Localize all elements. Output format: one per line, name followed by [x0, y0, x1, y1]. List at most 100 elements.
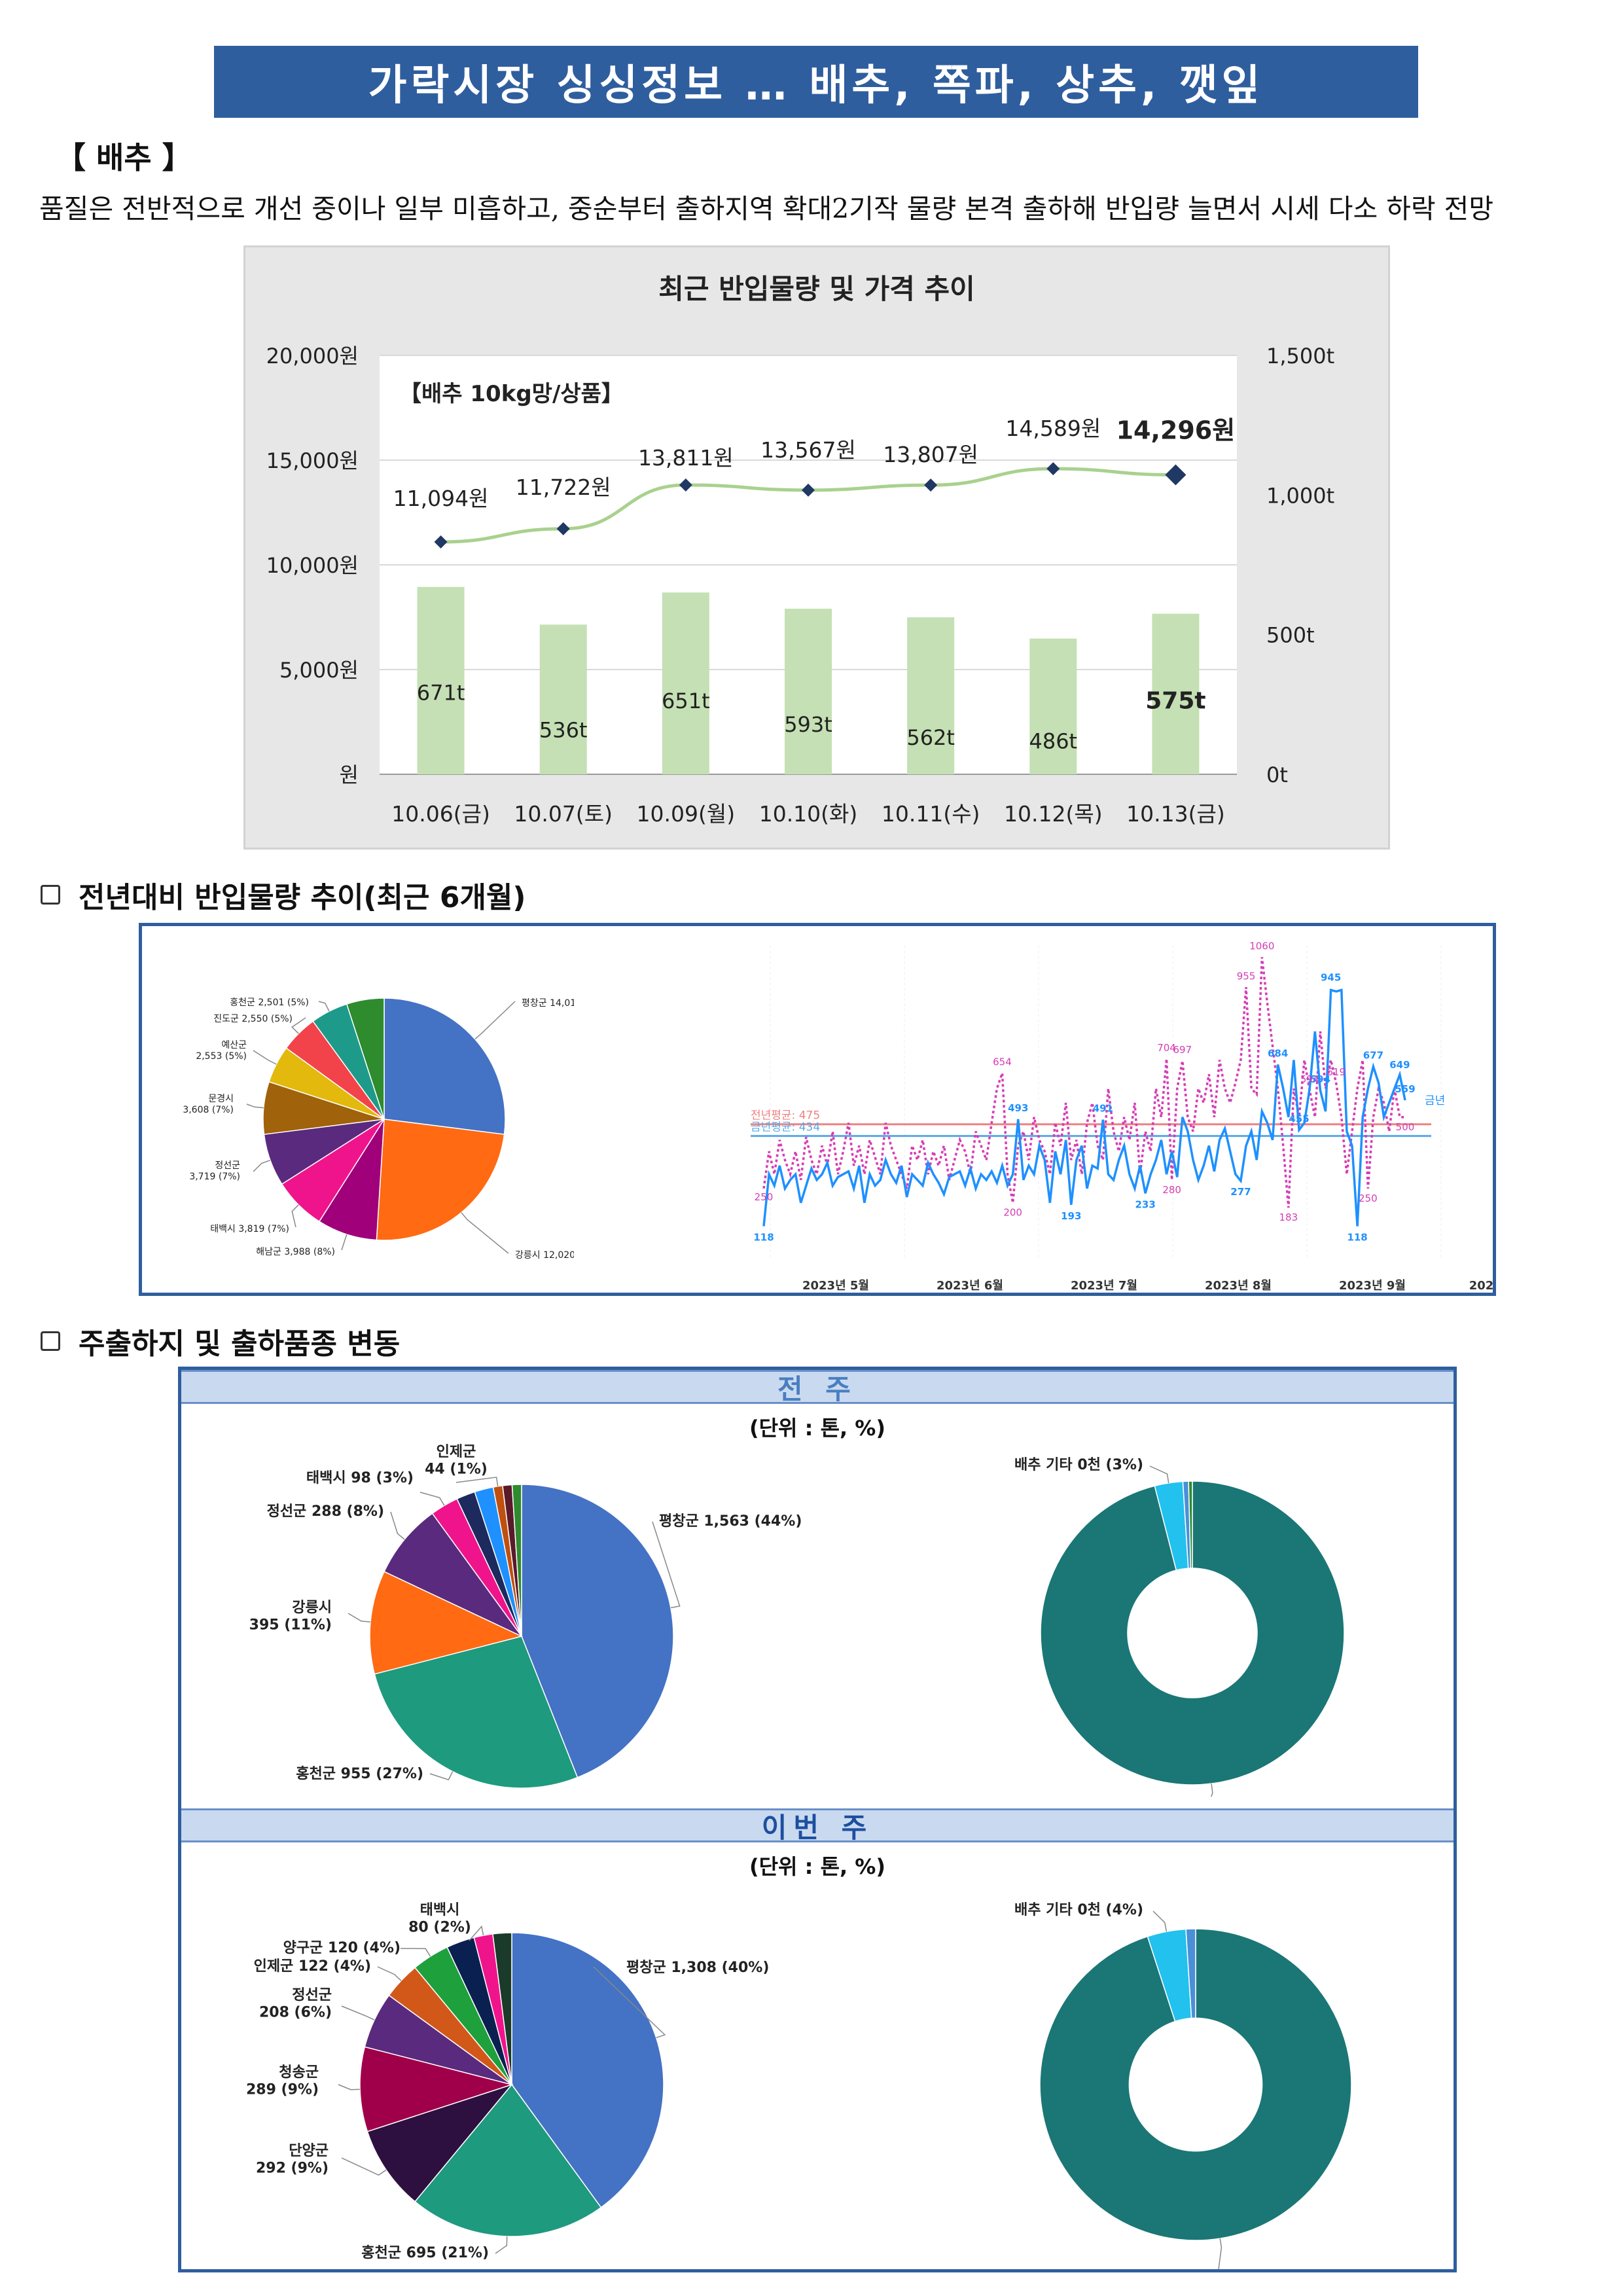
x-tick-label: 2023년 5월 [802, 1279, 869, 1293]
volume-axis-tick: 500t [1266, 623, 1315, 648]
pie-label: 예산군 2,553 (5%) [196, 1040, 247, 1062]
pie-label: 강릉시 12,020 (24%) [515, 1250, 574, 1261]
x-tick-label: 10.07(토) [514, 801, 613, 827]
yoy-volume-line-chart: 2023년 5월 2023년 6월 2023년 7월 2023년 8월 2023년 9월… [751, 940, 1493, 1293]
volume-label: 651t [662, 689, 710, 713]
volume-label: 486t [1029, 729, 1077, 754]
data-label: 277 [1230, 1186, 1251, 1198]
donut-hole [1127, 1568, 1258, 1698]
reference-label: 금년평균: 434 [751, 1121, 820, 1134]
data-label: 704 [1157, 1042, 1176, 1054]
leader-line [461, 1212, 509, 1254]
price-axis-tick: 10,000원 [266, 553, 359, 578]
pie-slice [492, 1932, 512, 2085]
page-title: 가락시장 싱싱정보 … 배추, 쪽파, 상추, 깻잎 [368, 62, 1264, 110]
leader-line [1152, 1910, 1168, 1932]
checkbox-icon[interactable] [41, 885, 60, 905]
price-label: 11,094원 [393, 486, 489, 511]
x-tick-label: 2023년 7월 [1071, 1279, 1137, 1293]
pie-slice [374, 1636, 579, 1789]
origins-heading: 주출하지 및 출하품종 변동 [79, 1327, 401, 1361]
pie-label: 홍천군 955 (27%) [296, 1766, 423, 1782]
volume-bar [785, 608, 832, 774]
leader-line [400, 1948, 431, 1957]
data-label: 684 [1268, 1048, 1288, 1060]
volume-bar [662, 592, 709, 774]
x-tick-label: 2023년 10월 [1469, 1279, 1493, 1293]
price-label: 14,296원 [1116, 416, 1236, 445]
pie-label: 단양군 292 (9%) [256, 2143, 329, 2176]
origin-pie-last-week: 평창군 1,563 (44%) 홍천군 955 (27%) 강릉시 395 (11%)… [249, 1444, 802, 1789]
pie-label: 평창군 1,308 (40%) [626, 1960, 769, 1976]
x-tick-label: 10.06(금) [391, 801, 490, 827]
pie-label: 해남군 3,988 (8%) [256, 1247, 335, 1257]
leader-line [253, 1050, 277, 1065]
last-week-band: 전 주 [181, 1370, 1454, 1405]
volume-label: 671t [417, 681, 465, 706]
data-label: 193 [1061, 1210, 1081, 1222]
origin-pie-this-week: 평창군 1,308 (40%) 홍천군 695 (21%) 단양군 292 (9%) 청… [246, 1902, 769, 2261]
x-tick-label: 10.09(월) [637, 801, 736, 827]
data-label: 945 [1321, 972, 1341, 984]
chart-title: 최근 반입물량 및 가격 추이 [658, 273, 975, 305]
data-label: 233 [1135, 1198, 1155, 1210]
leader-line [341, 2157, 387, 2176]
pie-slice [318, 1119, 385, 1241]
pie-slice [346, 997, 385, 1120]
this-week-unit: (단위 : 톤, %) [749, 1854, 885, 1879]
this-week-band: 이번 주 [181, 1808, 1454, 1844]
data-label: 500 [1396, 1121, 1415, 1133]
price-axis-tick: 5,000원 [279, 658, 359, 683]
price-axis-tick: 20,000원 [266, 344, 359, 368]
data-label: 594 [1300, 1073, 1319, 1085]
leader-line [291, 1017, 306, 1034]
price-label: 11,722원 [516, 475, 611, 500]
leader-line [1149, 1465, 1169, 1483]
data-label: 619 [1327, 1066, 1346, 1078]
volume-axis-tick: 1,500t [1266, 344, 1334, 368]
checkbox-icon[interactable] [41, 1331, 60, 1351]
data-label: 1060 [1249, 940, 1274, 952]
pie-label: 양구군 120 (4%) [283, 1940, 401, 1956]
volume-axis-tick: 1,000t [1266, 483, 1334, 508]
pie-label: 태백시 98 (3%) [306, 1470, 414, 1486]
last-week-unit: (단위 : 톤, %) [749, 1416, 885, 1441]
leader-line [341, 1234, 348, 1251]
x-tick-label: 2023년 9월 [1339, 1279, 1406, 1293]
leader-line [348, 1613, 371, 1623]
pie-slice [366, 2083, 514, 2202]
leader-line [253, 1159, 271, 1172]
donut-hole [1128, 2017, 1263, 2152]
volume-bar [907, 617, 955, 774]
last-week-label: 전 주 [777, 1372, 857, 1405]
volume-label: 575t [1145, 688, 1205, 715]
pie-label: 태백시 3,819 (7%) [210, 1224, 289, 1234]
leader-line [455, 1477, 499, 1486]
data-label: 559 [1395, 1083, 1415, 1095]
pie-slice [383, 997, 506, 1136]
leader-line [390, 1511, 405, 1540]
price-marker [679, 478, 692, 492]
leader-line [1211, 1784, 1213, 1797]
pie-slice [511, 1932, 664, 2208]
price-label: 13,807원 [883, 442, 978, 467]
leader-line [469, 1925, 484, 1941]
volume-bar [539, 624, 587, 774]
pie-label: 태백시 80 (2%) [408, 1902, 471, 1935]
pie-label: 문경시 3,608 (7%) [183, 1094, 234, 1115]
pie-label: 정선군 3,719 (7%) [189, 1160, 240, 1182]
data-label: 280 [1162, 1184, 1181, 1196]
pie-label: 진도군 2,550 (5%) [213, 1014, 293, 1024]
series-name-label: 금년 [1425, 1094, 1445, 1107]
data-label: 491 [1093, 1103, 1113, 1115]
data-label: 455 [1289, 1113, 1309, 1124]
price-axis-tick: 원 [340, 762, 359, 787]
leader-line [429, 1771, 454, 1781]
leader-line [318, 1001, 330, 1012]
variety-donut-last-week: 김장배추 3천 (96%)배추 기타 0천 (3%) [1014, 1457, 1345, 1797]
price-marker [924, 478, 938, 492]
pie-slice [511, 1484, 522, 1637]
pie-label: 강릉시 395 (11%) [249, 1600, 332, 1633]
pie-slice [414, 2083, 602, 2237]
pie-label: 인제군 44 (1%) [425, 1444, 488, 1477]
